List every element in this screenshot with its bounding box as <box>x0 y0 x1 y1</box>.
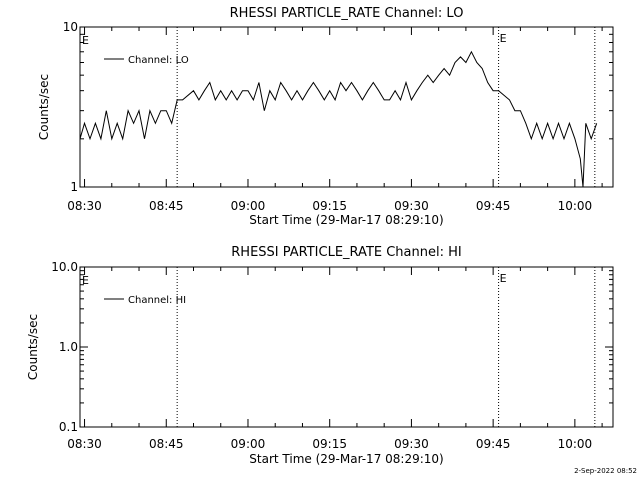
x-tick-label: 09:30 <box>394 199 429 213</box>
event-label: E <box>500 32 507 45</box>
x-tick-label: 09:15 <box>312 199 347 213</box>
y-axis-label: Counts/sec <box>37 74 51 140</box>
chart-title: RHESSI PARTICLE_RATE Channel: HI <box>231 245 461 260</box>
x-tick-label: 09:15 <box>312 437 347 451</box>
x-axis-label: Start Time (29-Mar-17 08:29:10) <box>249 452 443 466</box>
chart-title: RHESSI PARTICLE_RATE Channel: LO <box>230 6 464 21</box>
series-line <box>79 50 598 188</box>
plot-frame <box>79 26 614 188</box>
x-tick-label: 10:00 <box>558 437 593 451</box>
x-tick-label: 08:30 <box>67 199 102 213</box>
x-tick-label: 09:45 <box>476 437 511 451</box>
y-axis-label: Counts/sec <box>26 314 40 380</box>
plot-frame <box>79 266 614 428</box>
y-tick-label: 1 <box>70 180 78 194</box>
x-tick-label: 09:45 <box>476 199 511 213</box>
footer-timestamp: 2-Sep-2022 08:52 <box>574 467 637 475</box>
y-tick-label: 10 <box>63 20 78 34</box>
event-label: E <box>500 272 507 285</box>
corner-label: E <box>82 274 89 287</box>
y-tick-label: 0.1 <box>59 420 78 434</box>
x-axis-label: Start Time (29-Mar-17 08:29:10) <box>249 213 443 227</box>
x-tick-label: 08:45 <box>149 437 184 451</box>
x-tick-label: 09:00 <box>231 437 266 451</box>
legend-label: Channel: LO <box>128 55 189 66</box>
x-tick-label: 09:00 <box>231 199 266 213</box>
y-tick-label: 1.0 <box>59 340 78 354</box>
x-tick-label: 08:45 <box>149 199 184 213</box>
x-tick-label: 10:00 <box>558 199 593 213</box>
x-tick-label: 08:30 <box>67 437 102 451</box>
corner-label: E <box>82 34 89 47</box>
x-tick-label: 09:30 <box>394 437 429 451</box>
y-tick-label: 10.0 <box>51 260 78 274</box>
legend-label: Channel: HI <box>128 295 186 306</box>
